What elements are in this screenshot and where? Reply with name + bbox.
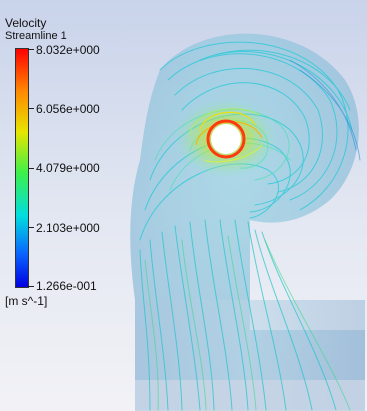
colorbar-tick-label: 4.079e+000 (36, 161, 100, 175)
legend-title: Velocity (5, 16, 47, 30)
runner-core (211, 124, 241, 154)
colorbar-tick (28, 108, 34, 109)
draft-tube-shade (135, 380, 365, 411)
colorbar-tick (28, 49, 34, 50)
runner-streaks (189, 108, 263, 163)
colorbar-tick-label: 2.103e+000 (36, 221, 100, 235)
legend-unit: [m s^-1] (5, 294, 48, 308)
colorbar-tick-label: 1.266e-001 (36, 279, 97, 293)
colorbar-tick-label: 8.032e+000 (36, 43, 100, 57)
velocity-colorbar (15, 48, 29, 288)
runner-ring (206, 119, 246, 159)
colorbar-tick (28, 286, 34, 287)
legend-subtitle: Streamline 1 (5, 30, 67, 42)
colorbar-tick (28, 227, 34, 228)
colorbar-tick (28, 168, 34, 169)
colorbar-tick-label: 6.056e+000 (36, 102, 100, 116)
